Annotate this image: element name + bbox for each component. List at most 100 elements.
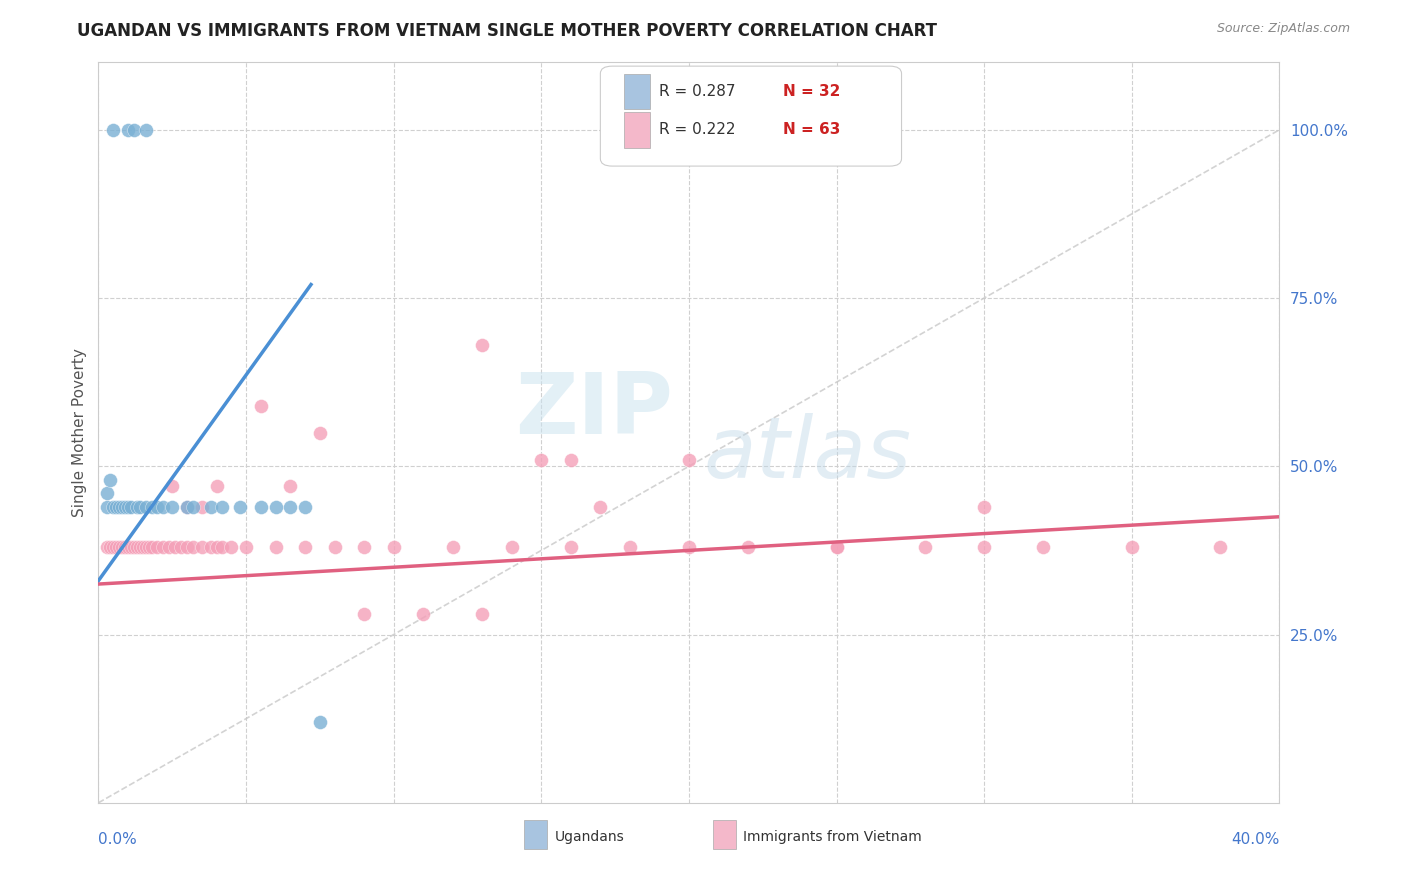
Point: [135, 540, 157, 554]
Point: [382, 540, 405, 554]
Point: [117, 540, 139, 554]
Point: [181, 540, 204, 554]
Point: [122, 122, 145, 136]
Point: [181, 500, 204, 514]
Point: [103, 540, 125, 554]
Point: [264, 540, 287, 554]
Point: [117, 122, 139, 136]
Point: [157, 540, 180, 554]
Point: [914, 540, 936, 554]
Point: [117, 500, 139, 514]
Point: [162, 479, 183, 493]
Point: [200, 540, 222, 554]
Point: [309, 714, 332, 729]
Point: [1032, 540, 1054, 554]
Point: [120, 540, 142, 554]
Point: [353, 607, 375, 622]
Text: R = 0.287: R = 0.287: [659, 84, 735, 99]
Point: [211, 500, 233, 514]
Point: [111, 540, 134, 554]
Point: [128, 500, 150, 514]
Point: [128, 540, 150, 554]
Point: [560, 540, 582, 554]
Point: [146, 500, 169, 514]
Point: [152, 540, 174, 554]
Point: [264, 500, 287, 514]
Point: [176, 500, 198, 514]
Y-axis label: Single Mother Poverty: Single Mother Poverty: [72, 348, 87, 517]
Text: ZIP: ZIP: [516, 369, 673, 452]
Bar: [713, 820, 737, 849]
Point: [250, 399, 273, 413]
Point: [96, 486, 118, 500]
Text: UGANDAN VS IMMIGRANTS FROM VIETNAM SINGLE MOTHER POVERTY CORRELATION CHART: UGANDAN VS IMMIGRANTS FROM VIETNAM SINGL…: [77, 22, 938, 40]
Text: atlas: atlas: [703, 413, 911, 496]
Point: [170, 540, 193, 554]
Point: [737, 540, 759, 554]
Bar: [523, 820, 547, 849]
Text: 40.0%: 40.0%: [1232, 831, 1279, 847]
Point: [678, 540, 700, 554]
Point: [973, 540, 995, 554]
Point: [235, 540, 257, 554]
Text: Ugandans: Ugandans: [554, 830, 624, 844]
Bar: [624, 73, 650, 109]
Point: [1121, 540, 1143, 554]
Text: N = 32: N = 32: [783, 84, 841, 99]
Point: [560, 452, 582, 467]
Point: [114, 500, 136, 514]
Point: [221, 540, 243, 554]
Point: [229, 500, 252, 514]
Point: [108, 540, 131, 554]
Point: [103, 122, 125, 136]
Point: [294, 540, 316, 554]
Point: [132, 540, 155, 554]
FancyBboxPatch shape: [600, 66, 901, 166]
Text: N = 63: N = 63: [783, 122, 841, 137]
Point: [280, 500, 302, 514]
Point: [530, 452, 553, 467]
Point: [191, 540, 214, 554]
Point: [1209, 540, 1232, 554]
Point: [211, 540, 233, 554]
Point: [280, 479, 302, 493]
Point: [114, 540, 136, 554]
Point: [250, 500, 273, 514]
Point: [501, 540, 523, 554]
Point: [678, 452, 700, 467]
Text: 0.0%: 0.0%: [98, 831, 138, 847]
Text: R = 0.222: R = 0.222: [659, 122, 735, 137]
Point: [98, 473, 121, 487]
Point: [191, 500, 214, 514]
Point: [135, 122, 157, 136]
Point: [323, 540, 346, 554]
Point: [353, 540, 375, 554]
Point: [105, 540, 128, 554]
Point: [96, 540, 118, 554]
Point: [105, 500, 128, 514]
Point: [471, 338, 494, 352]
Text: Source: ZipAtlas.com: Source: ZipAtlas.com: [1216, 22, 1350, 36]
Point: [165, 540, 187, 554]
Point: [441, 540, 464, 554]
Point: [162, 500, 183, 514]
Point: [176, 500, 198, 514]
Point: [294, 500, 316, 514]
Point: [825, 540, 848, 554]
Point: [973, 500, 995, 514]
Point: [589, 500, 612, 514]
Point: [152, 500, 174, 514]
Point: [98, 540, 121, 554]
Point: [103, 500, 125, 514]
Point: [471, 607, 494, 622]
Point: [111, 500, 134, 514]
Point: [96, 500, 118, 514]
Point: [120, 500, 142, 514]
Point: [205, 479, 228, 493]
Point: [200, 500, 222, 514]
Point: [176, 540, 198, 554]
Point: [146, 540, 169, 554]
Point: [108, 500, 131, 514]
Point: [141, 500, 163, 514]
Point: [205, 540, 228, 554]
